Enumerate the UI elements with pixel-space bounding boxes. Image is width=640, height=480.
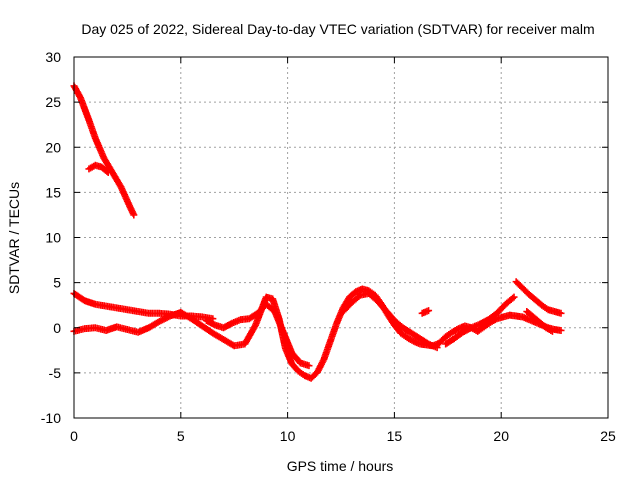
x-tick-label: 5 (177, 428, 185, 444)
series-arc-low-8 (523, 308, 556, 335)
data-point (130, 211, 138, 219)
data-point (548, 327, 556, 335)
x-axis-label: GPS time / hours (287, 458, 394, 474)
y-axis-label: SDTVAR / TECUs (6, 182, 22, 294)
y-tick-label: 25 (45, 94, 61, 110)
y-tick-label: -5 (49, 365, 62, 381)
x-tick-label: 10 (280, 428, 296, 444)
series-arc-low-5 (418, 307, 433, 317)
data-points (70, 82, 565, 382)
series-arc-low-4 (339, 289, 441, 352)
data-point (433, 344, 441, 352)
data-point (305, 362, 313, 370)
data-point (557, 309, 565, 317)
data-point-trail (103, 167, 111, 175)
data-point (104, 169, 112, 177)
series-arc-high-short (85, 161, 112, 177)
axis-ticks: 0 5 10 15 20 25 -10 -5 0 5 10 15 20 25 30 (41, 49, 616, 444)
chart-title: Day 025 of 2022, Sidereal Day-to-day VTE… (81, 21, 594, 37)
series-arc-high-descending (70, 82, 138, 219)
data-point (557, 326, 565, 334)
x-tick-label: 0 (70, 428, 78, 444)
y-tick-label: -10 (41, 410, 61, 426)
y-tick-label: 15 (45, 184, 61, 200)
series-arc-low-2 (70, 285, 565, 382)
data-point-trail (509, 294, 517, 302)
y-tick-label: 30 (45, 49, 61, 65)
x-tick-label: 25 (600, 428, 616, 444)
y-tick-label: 20 (45, 139, 61, 155)
data-point (510, 293, 518, 301)
y-tick-label: 0 (53, 320, 61, 336)
y-tick-label: 5 (53, 275, 61, 291)
grid (74, 57, 608, 418)
x-tick-label: 20 (493, 428, 509, 444)
y-tick-label: 10 (45, 230, 61, 246)
x-tick-label: 15 (387, 428, 403, 444)
series-arc-low-3 (202, 300, 313, 370)
series-arc-low-6 (442, 293, 518, 348)
series-arc-low-7 (512, 278, 565, 317)
data-point (425, 307, 433, 315)
